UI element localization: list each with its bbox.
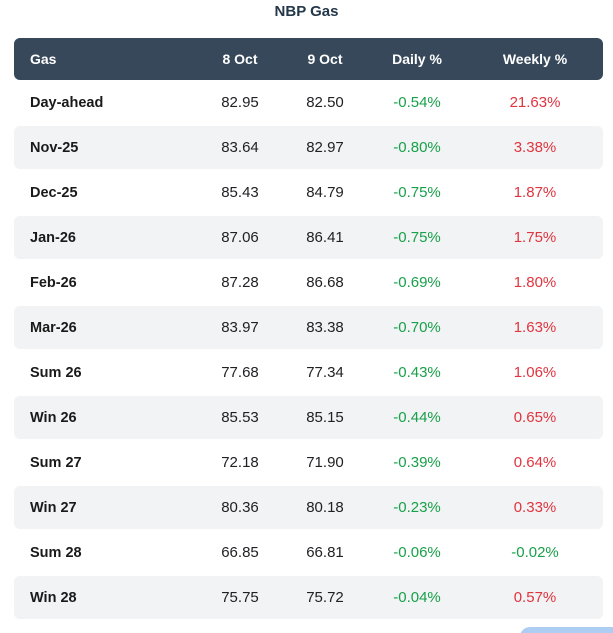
cell-weekly-change: 0.64%	[513, 454, 557, 471]
cell-price-9-oct: 77.34	[306, 364, 344, 381]
cell-price-8-oct: 72.18	[221, 454, 259, 471]
scroll-button[interactable]	[520, 627, 613, 633]
column-header-weekly: Weekly %	[502, 51, 568, 67]
cell-price-9-oct: 80.18	[306, 499, 344, 516]
cell-weekly-change: 1.63%	[513, 319, 557, 336]
cell-contract-label: Win 27	[30, 499, 77, 516]
column-header-9-oct: 9 Oct	[307, 51, 343, 67]
cell-contract-label: Mar-26	[30, 319, 77, 336]
cell-weekly-change: 1.87%	[513, 184, 557, 201]
cell-price-8-oct: 87.06	[221, 229, 259, 246]
cell-price-8-oct: 83.97	[221, 319, 259, 336]
cell-daily-change: -0.54%	[393, 94, 441, 111]
cell-price-9-oct: 86.68	[306, 274, 344, 291]
cell-daily-change: -0.39%	[393, 454, 441, 471]
table-row: Win 27 80.36 80.18 -0.23% 0.33%	[14, 485, 603, 530]
cell-weekly-change: 0.33%	[513, 499, 557, 516]
cell-price-8-oct: 82.95	[221, 94, 259, 111]
cell-price-9-oct: 85.15	[306, 409, 344, 426]
cell-daily-change: -0.06%	[393, 544, 441, 561]
cell-price-9-oct: 71.90	[306, 454, 344, 471]
cell-price-8-oct: 75.75	[221, 589, 259, 606]
cell-contract-label: Sum 26	[30, 364, 82, 381]
cell-price-8-oct: 87.28	[221, 274, 259, 291]
cell-price-8-oct: 66.85	[221, 544, 259, 561]
cell-price-8-oct: 80.36	[221, 499, 259, 516]
cell-contract-label: Jan-26	[30, 229, 76, 246]
cell-contract-label: Win 28	[30, 589, 77, 606]
table-row: Sum 28 66.85 66.81 -0.06% -0.02%	[14, 530, 603, 575]
cell-daily-change: -0.75%	[393, 184, 441, 201]
cell-weekly-change: 1.06%	[513, 364, 557, 381]
column-header-gas: Gas	[30, 51, 57, 67]
column-header-8-oct: 8 Oct	[222, 51, 258, 67]
cell-weekly-change: 0.65%	[513, 409, 557, 426]
table-body: Day-ahead 82.95 82.50 -0.54% 21.63% Nov-…	[14, 80, 603, 620]
cell-daily-change: -0.80%	[393, 139, 441, 156]
cell-price-8-oct: 85.43	[221, 184, 259, 201]
column-header-daily: Daily %	[392, 51, 442, 67]
table-row: Nov-25 83.64 82.97 -0.80% 3.38%	[14, 125, 603, 170]
page-title: NBP Gas	[274, 3, 339, 20]
cell-contract-label: Dec-25	[30, 184, 78, 201]
cell-contract-label: Sum 27	[30, 454, 82, 471]
cell-weekly-change: 1.80%	[513, 274, 557, 291]
cell-price-9-oct: 82.97	[306, 139, 344, 156]
cell-price-8-oct: 77.68	[221, 364, 259, 381]
cell-price-9-oct: 86.41	[306, 229, 344, 246]
cell-weekly-change: 21.63%	[509, 94, 561, 111]
cell-price-9-oct: 66.81	[306, 544, 344, 561]
cell-weekly-change: 0.57%	[513, 589, 557, 606]
cell-daily-change: -0.75%	[393, 229, 441, 246]
cell-daily-change: -0.69%	[393, 274, 441, 291]
table-row: Sum 27 72.18 71.90 -0.39% 0.64%	[14, 440, 603, 485]
cell-contract-label: Day-ahead	[30, 94, 104, 111]
cell-price-9-oct: 75.72	[306, 589, 344, 606]
cell-price-8-oct: 85.53	[221, 409, 259, 426]
cell-weekly-change: -0.02%	[511, 544, 559, 561]
cell-price-9-oct: 82.50	[306, 94, 344, 111]
table-row: Mar-26 83.97 83.38 -0.70% 1.63%	[14, 305, 603, 350]
cell-contract-label: Win 26	[30, 409, 77, 426]
cell-price-8-oct: 83.64	[221, 139, 259, 156]
cell-daily-change: -0.04%	[393, 589, 441, 606]
table-row: Dec-25 85.43 84.79 -0.75% 1.87%	[14, 170, 603, 215]
price-table: Gas 8 Oct 9 Oct Daily % Weekly % Day-ahe…	[14, 38, 603, 620]
cell-daily-change: -0.44%	[393, 409, 441, 426]
cell-daily-change: -0.43%	[393, 364, 441, 381]
cell-weekly-change: 1.75%	[513, 229, 557, 246]
cell-daily-change: -0.23%	[393, 499, 441, 516]
cell-contract-label: Feb-26	[30, 274, 77, 291]
cell-price-9-oct: 83.38	[306, 319, 344, 336]
cell-price-9-oct: 84.79	[306, 184, 344, 201]
table-row: Day-ahead 82.95 82.50 -0.54% 21.63%	[14, 80, 603, 125]
table-row: Sum 26 77.68 77.34 -0.43% 1.06%	[14, 350, 603, 395]
cell-contract-label: Nov-25	[30, 139, 79, 156]
table-row: Feb-26 87.28 86.68 -0.69% 1.80%	[14, 260, 603, 305]
table-row: Jan-26 87.06 86.41 -0.75% 1.75%	[14, 215, 603, 260]
table-header-row: Gas 8 Oct 9 Oct Daily % Weekly %	[14, 38, 603, 80]
cell-weekly-change: 3.38%	[513, 139, 557, 156]
table-row: Win 28 75.75 75.72 -0.04% 0.57%	[14, 575, 603, 620]
table-row: Win 26 85.53 85.15 -0.44% 0.65%	[14, 395, 603, 440]
cell-contract-label: Sum 28	[30, 544, 82, 561]
cell-daily-change: -0.70%	[393, 319, 441, 336]
